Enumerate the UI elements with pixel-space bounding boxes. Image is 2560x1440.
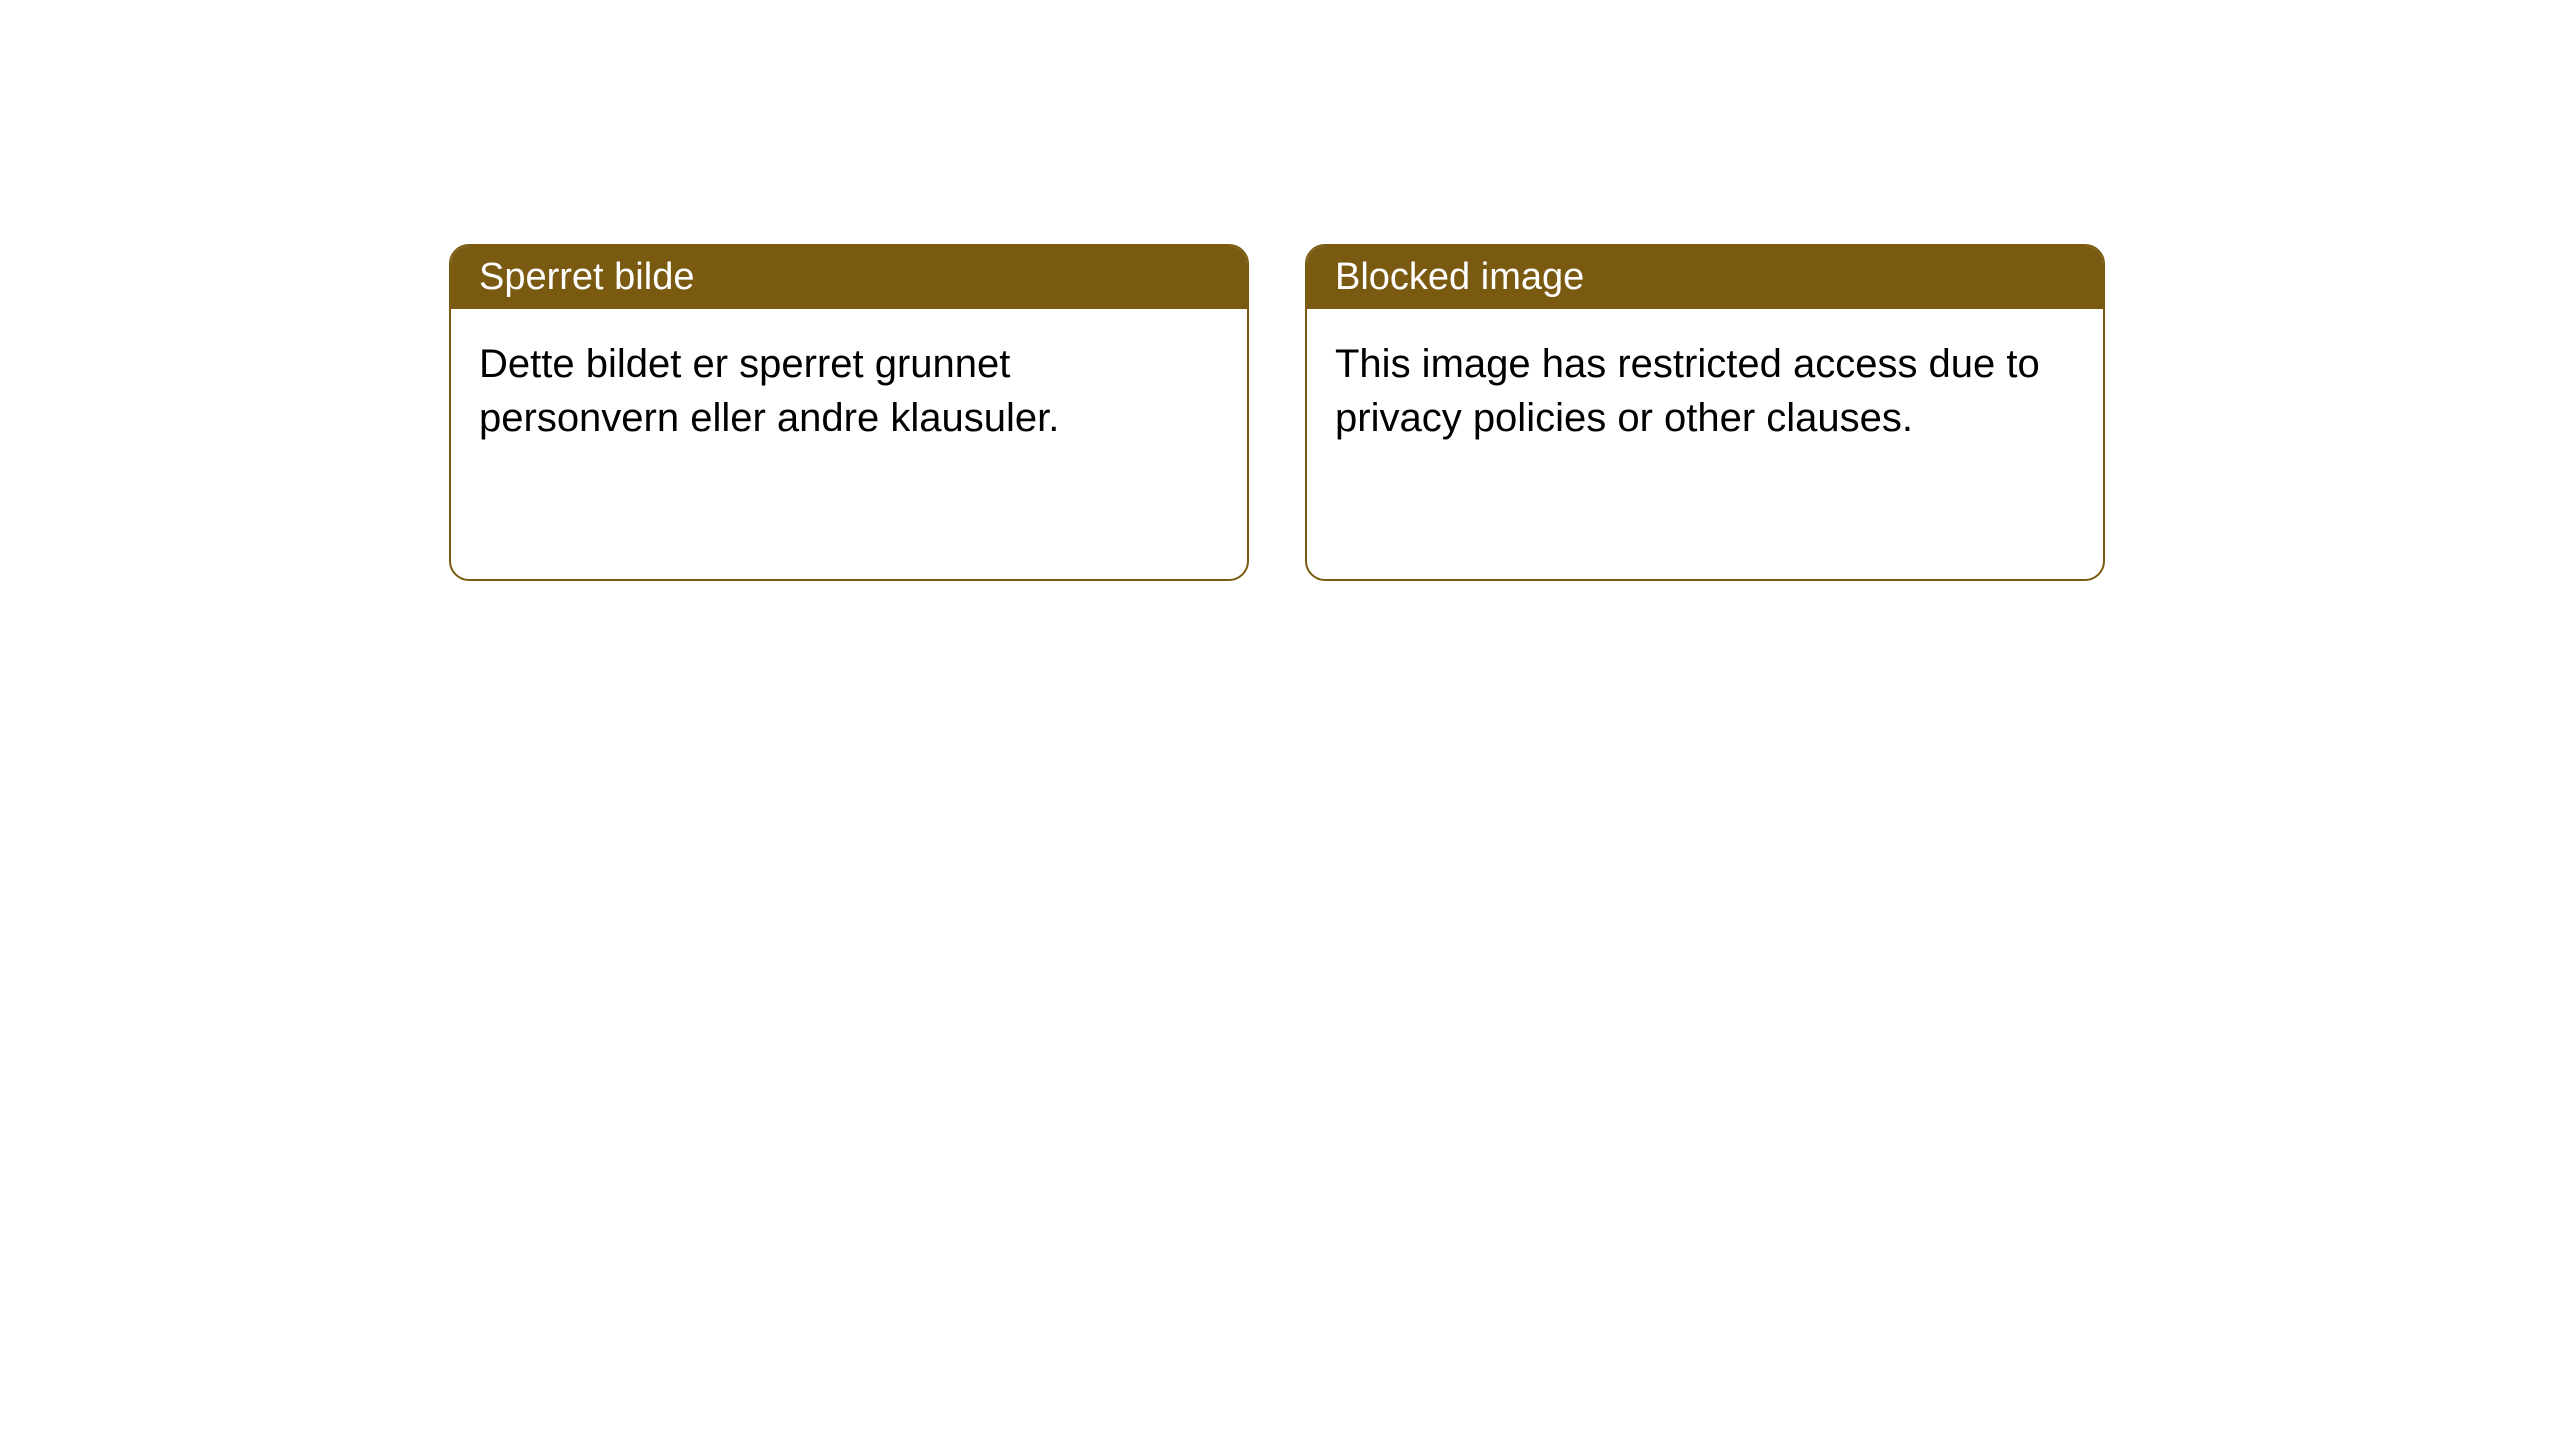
notice-card-en: Blocked image This image has restricted … <box>1305 244 2105 581</box>
card-body-en: This image has restricted access due to … <box>1307 309 2103 579</box>
card-title-en: Blocked image <box>1335 256 1584 298</box>
card-message-en: This image has restricted access due to … <box>1335 342 2040 440</box>
card-message-no: Dette bildet er sperret grunnet personve… <box>479 342 1059 440</box>
card-body-no: Dette bildet er sperret grunnet personve… <box>451 309 1247 579</box>
card-header-en: Blocked image <box>1307 246 2103 309</box>
notice-container: Sperret bilde Dette bildet er sperret gr… <box>449 244 2105 581</box>
card-header-no: Sperret bilde <box>451 246 1247 309</box>
card-title-no: Sperret bilde <box>479 256 694 298</box>
notice-card-no: Sperret bilde Dette bildet er sperret gr… <box>449 244 1249 581</box>
